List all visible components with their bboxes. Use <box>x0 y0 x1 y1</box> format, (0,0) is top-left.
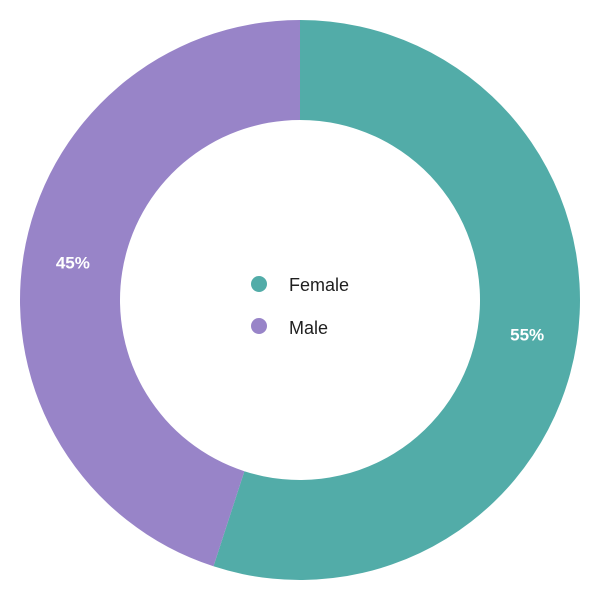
legend-label-male[interactable]: Male <box>289 318 328 338</box>
slices-layer <box>19 20 580 580</box>
slice-label-male: 45% <box>56 254 90 273</box>
legend: Female Male <box>251 275 349 338</box>
slice-label-female: 55% <box>510 325 544 344</box>
legend-label-female[interactable]: Female <box>289 275 349 295</box>
slice-labels-layer: 55% 45% <box>56 254 544 345</box>
slice-female[interactable] <box>213 20 580 580</box>
legend-marker-male[interactable] <box>251 318 267 334</box>
legend-marker-female[interactable] <box>251 276 267 292</box>
slice-male[interactable] <box>19 20 300 567</box>
